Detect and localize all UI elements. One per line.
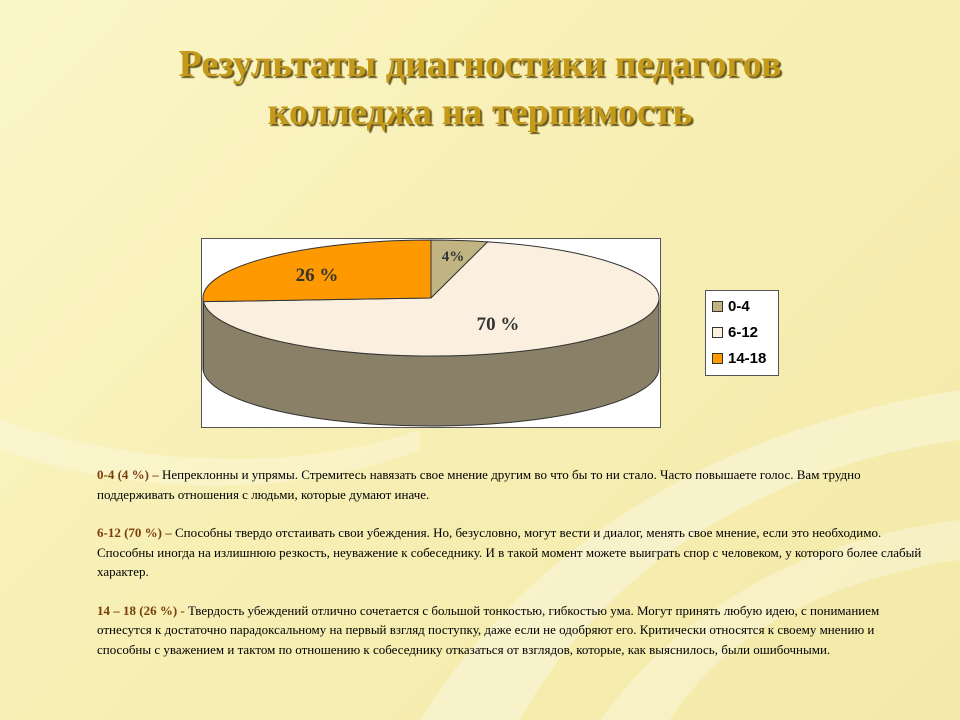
description-text-14-18: Твердость убеждений отлично сочетается с…	[97, 602, 880, 657]
title-line-2: колледжа на терпимость	[267, 91, 693, 133]
legend-label-6-12: 6-12	[728, 323, 759, 341]
legend-label-0-4: 0-4	[728, 297, 750, 315]
chart-legend: 0-4 6-12 14-18	[705, 290, 779, 376]
page-title: Результаты диагностики педагогов колледж…	[0, 40, 960, 136]
legend-item-0-4: 0-4	[706, 293, 778, 319]
description-text-0-4: Непреклонны и упрямы. Стремитесь навязат…	[97, 467, 861, 502]
chart-area: 4% 70 % 26 %	[201, 238, 661, 428]
description-14-18: 14 – 18 (26 %) - Твердость убеждений отл…	[97, 601, 927, 660]
description-6-12: 6-12 (70 %) – Способны твердо отстаивать…	[97, 523, 927, 582]
legend-swatch-6-12	[712, 326, 723, 338]
pie-chart: 4% 70 % 26 %	[202, 239, 660, 427]
description-key-14-18: 14 – 18 (26 %) -	[97, 602, 185, 618]
data-label-6-12: 70 %	[477, 314, 520, 335]
data-label-14-18: 26 %	[296, 265, 339, 286]
data-label-0-4: 4%	[442, 249, 465, 265]
description-text-6-12: Способны твердо отстаивать свои убеждени…	[97, 525, 922, 579]
description-key-6-12: 6-12 (70 %) –	[97, 525, 172, 540]
title-line-1: Результаты диагностики педагогов	[178, 43, 782, 85]
legend-item-14-18: 14-18	[706, 345, 778, 371]
pie-slice-6-12	[202, 241, 660, 357]
legend-label-14-18: 14-18	[728, 349, 767, 367]
pie-slice-14-18	[202, 239, 432, 303]
legend-swatch-0-4	[712, 300, 723, 312]
result-descriptions: 0-4 (4 %) – Непреклонны и упрямы. Стреми…	[97, 465, 927, 678]
description-0-4: 0-4 (4 %) – Непреклонны и упрямы. Стреми…	[97, 465, 927, 504]
legend-item-6-12: 6-12	[706, 319, 778, 345]
legend-swatch-14-18	[712, 352, 723, 364]
description-key-0-4: 0-4 (4 %) –	[97, 467, 159, 482]
